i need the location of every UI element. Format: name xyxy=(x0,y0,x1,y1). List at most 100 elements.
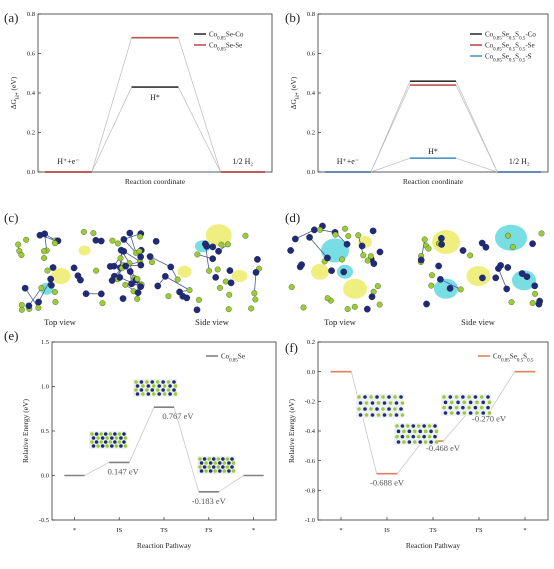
charge-density-blob xyxy=(177,265,192,278)
inset-atom xyxy=(122,440,126,444)
inset-atom xyxy=(162,384,167,388)
inset-atom xyxy=(90,432,94,436)
inset-atom xyxy=(449,411,454,415)
y-axis-label: Relative Energy (eV) xyxy=(21,399,30,464)
atom xyxy=(227,279,235,287)
atom xyxy=(529,300,536,307)
x-tick-label: * xyxy=(252,527,255,534)
inset-atom xyxy=(454,405,459,410)
atom xyxy=(93,267,100,274)
panel-label-a: (a) xyxy=(4,10,18,25)
inset-atom xyxy=(231,469,236,473)
legend-text-part: Se-Se xyxy=(226,42,242,50)
atom xyxy=(209,255,217,263)
inset-atom xyxy=(134,380,138,384)
atom xyxy=(343,240,351,248)
atom xyxy=(77,276,84,284)
inset-atom xyxy=(479,405,484,410)
atom xyxy=(52,240,58,247)
inset-atom xyxy=(486,405,490,410)
inset-atom xyxy=(231,461,236,465)
inset-atom xyxy=(208,469,213,473)
inset-atom xyxy=(145,388,149,392)
panel-label-e: (e) xyxy=(4,328,18,343)
inset-atom xyxy=(155,380,160,384)
ylabel-part: (eV) xyxy=(9,76,18,92)
inset-atom xyxy=(388,413,393,417)
inset-atom xyxy=(173,392,178,396)
y-tick-label: 0.2 xyxy=(27,130,35,137)
legend-entry: Co0.85Se0.5S0.5 xyxy=(493,353,534,364)
inset-background xyxy=(133,379,177,397)
inset-atom xyxy=(468,411,473,415)
atom xyxy=(358,242,366,250)
legend-text-part: 0.85 xyxy=(217,36,226,41)
inset-atom xyxy=(454,395,459,399)
atom xyxy=(437,275,444,283)
inset-atom xyxy=(433,434,437,439)
inset-atom xyxy=(90,440,94,444)
inset-atom xyxy=(100,444,105,448)
inset-atom xyxy=(387,407,391,411)
atom xyxy=(291,235,299,243)
inset-atom xyxy=(91,444,96,448)
inset-atom xyxy=(475,400,479,405)
inset-atom xyxy=(91,436,96,440)
inset-atom xyxy=(369,395,373,399)
inset-atom xyxy=(462,400,467,405)
atom xyxy=(425,245,432,252)
atom xyxy=(288,284,295,291)
inset-atom xyxy=(376,401,381,405)
atom xyxy=(495,265,502,272)
y-tick-label: 0.5 xyxy=(41,428,49,435)
atom xyxy=(174,276,181,283)
charge-density-blob xyxy=(432,230,460,254)
inset-atom xyxy=(407,440,412,444)
inset-atom xyxy=(393,395,397,399)
inset-atom xyxy=(94,432,99,436)
y-tick-label: 0.0 xyxy=(41,473,49,480)
inset-atom xyxy=(481,411,486,415)
inset-atom xyxy=(141,384,145,388)
inset-atom xyxy=(230,465,234,469)
atom xyxy=(287,247,294,254)
inset-atom xyxy=(461,405,465,410)
inset-atom xyxy=(394,413,399,417)
atom xyxy=(417,256,425,264)
panel-label-b: (b) xyxy=(285,10,300,25)
stage-label-intermediate: H* xyxy=(150,93,160,102)
legend-text-part: Co xyxy=(493,353,502,361)
atom xyxy=(317,226,323,233)
charge-density-blob xyxy=(78,245,91,256)
atom xyxy=(122,262,130,270)
inset-atom xyxy=(108,440,113,444)
inset-atom xyxy=(161,380,165,384)
atom xyxy=(35,298,42,306)
inset-atom xyxy=(402,429,406,434)
inset-atom xyxy=(395,434,399,439)
atom xyxy=(51,289,58,295)
atom xyxy=(300,304,307,311)
inset-atom xyxy=(109,436,114,440)
value-annotation: -0.270 eV xyxy=(472,414,507,424)
panel-label-c: (c) xyxy=(4,210,18,225)
atom xyxy=(214,266,221,273)
inset-atom xyxy=(449,400,454,405)
inset-atom xyxy=(114,436,119,440)
charge-density-blob xyxy=(343,278,367,299)
inset-atom xyxy=(393,407,397,411)
atom xyxy=(226,291,233,298)
inset-atom xyxy=(411,424,416,428)
charge-density-blob xyxy=(231,270,248,282)
atom xyxy=(52,299,59,305)
atom xyxy=(18,301,25,308)
atom xyxy=(446,285,454,292)
inset-atom xyxy=(122,432,126,436)
atom xyxy=(492,274,500,282)
inset-atom xyxy=(370,401,375,405)
atom xyxy=(154,282,162,290)
atom xyxy=(324,254,331,262)
inset-atom xyxy=(396,440,401,444)
inset-atom xyxy=(96,444,100,448)
inset-atom xyxy=(443,400,448,405)
